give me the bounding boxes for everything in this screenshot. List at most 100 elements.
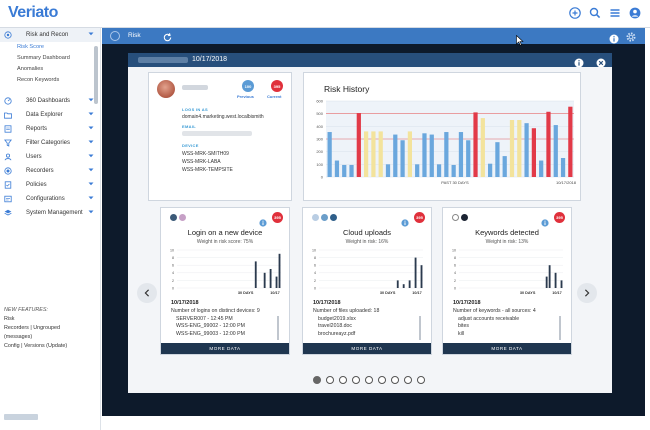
device-item: WSS-MRK-LABA [182,159,221,165]
metric-list: adjust accounts receivable bites kill [458,316,519,338]
history-bar [539,160,544,177]
risk-badge: 395 [414,212,425,223]
y-tick-label: 600 [316,99,323,104]
new-features-line[interactable]: Config | Versions (Update) [4,343,68,349]
carousel-page-dot[interactable] [391,376,399,384]
sidebar-subitem-summary-dashboard[interactable]: Summary Dashboard [17,55,70,61]
more-data-button[interactable]: MORE DATA [303,343,431,354]
sidebar-item-system-management[interactable]: System Management [0,206,100,220]
metric-bar [263,272,266,288]
info-icon[interactable] [609,31,619,49]
refresh-icon[interactable] [162,30,173,48]
metric-date: 10/17/2018 [453,300,481,306]
y-tick-label: 8 [454,256,456,260]
carousel-pager [313,376,425,384]
info-icon[interactable] [574,55,584,73]
top-bar: Veriato [0,0,650,28]
list-item: WSS-ENG_99003 - 12:00 PM [176,330,245,337]
sidebar-item-policies[interactable]: Policies [0,178,100,192]
carousel-page-dot[interactable] [365,376,373,384]
carousel-page-dot[interactable] [326,376,334,384]
metric-date: 10/17/2018 [171,300,199,306]
metric-weight: Weight in risk: 13% [485,239,529,245]
list-item: kill [458,330,465,337]
new-features-line[interactable]: (messages) [4,334,33,340]
metric-title: Login on a new device [187,228,263,237]
menu-icon[interactable] [608,6,622,20]
history-bar [371,131,376,177]
avatar [157,80,175,98]
history-bar [407,131,412,177]
carousel-prev-button[interactable] [137,283,157,303]
sidebar-subitem-risk-score[interactable]: Risk Score [17,44,45,50]
carousel-page-dot[interactable] [417,376,425,384]
policy-icon [4,181,12,189]
info-icon[interactable] [541,214,549,232]
y-tick-label: 500 [316,111,323,116]
sidebar-scrollbar[interactable] [94,46,98,104]
history-bar [334,160,340,177]
history-bar [546,111,551,177]
sidebar-item-configurations[interactable]: Configurations [0,192,100,206]
history-bar [517,120,522,177]
modal-date: 10/17/2018 [192,56,228,63]
user-icon[interactable] [628,6,642,20]
sidebar-item-filter-categories[interactable]: Filter Categories [0,136,100,150]
close-icon[interactable] [596,55,606,73]
redacted-user-name [138,57,188,63]
list-scrollbar[interactable] [559,316,561,340]
reports-icon [4,125,12,133]
chevron-down-icon [88,154,94,160]
list-scrollbar[interactable] [419,316,421,340]
sidebar-item-users[interactable]: Users [0,150,100,164]
redacted-user-name [182,85,208,90]
metric-title: Keywords detected [475,228,539,237]
chevron-down-icon [88,196,94,202]
carousel-page-dot[interactable] [339,376,347,384]
metric-description: Number of logins on distinct devices: 9 [171,308,260,314]
list-scrollbar[interactable] [277,316,279,340]
sidebar-item-reports[interactable]: Reports [0,122,100,136]
sidebar-item-data-explorer[interactable]: Data Explorer [0,108,100,122]
carousel-page-dot[interactable] [378,376,386,384]
y-tick-label: 2 [172,279,174,283]
carousel-next-button[interactable] [577,283,597,303]
previous-risk-badge: 100 [242,80,254,92]
search-icon[interactable] [588,6,602,20]
add-icon[interactable] [568,6,582,20]
metric-bar [420,265,423,288]
carousel-page-dot[interactable] [352,376,360,384]
back-icon[interactable] [110,31,120,41]
risk-history-card: Risk History 0 100 200 300 400 500 600 PAST 30 … [303,72,581,201]
users-icon [4,153,12,161]
risk-badge: 395 [272,212,283,223]
info-icon[interactable] [401,214,409,232]
carousel-page-dot[interactable] [404,376,412,384]
new-features-line[interactable]: Recorders | Ungrouped [4,325,60,331]
new-features: NEW FEATURES: Risk Recorders | Ungrouped… [4,306,67,351]
sidebar-item-label: Users [26,154,42,160]
legend-dot [330,214,337,221]
info-icon[interactable] [259,214,267,232]
current-label: Current [267,94,282,99]
sidebar-item-risk-and-recon[interactable]: Risk and Recon [0,28,100,42]
new-features-line[interactable]: Risk [4,316,15,322]
chevron-right-icon [584,289,590,297]
more-data-button[interactable]: MORE DATA [161,343,289,354]
metric-chart: 0 2 4 6 8 10 30 DAYS 10/17 [170,248,281,295]
sidebar-item-360-dashboards[interactable]: 360 Dashboards [0,94,100,108]
system-icon [4,209,12,217]
x-axis-label: 30 DAYS [380,291,396,295]
sidebar-subitem-recon-keywords[interactable]: Recon Keywords [17,77,60,83]
history-bar [495,142,500,177]
carousel-page-dot[interactable] [313,376,321,384]
metric-legend [312,214,337,221]
sidebar-item-recorders[interactable]: Recorders [0,164,100,178]
sidebar-subitem-anomalies[interactable]: Anomalies [17,66,44,72]
gear-icon[interactable] [625,30,637,48]
history-bar [415,164,420,177]
y-tick-label: 4 [172,271,174,275]
sidebar-item-label: Recorders [26,168,54,174]
more-data-button[interactable]: MORE DATA [443,343,571,354]
metric-bar [548,265,551,288]
